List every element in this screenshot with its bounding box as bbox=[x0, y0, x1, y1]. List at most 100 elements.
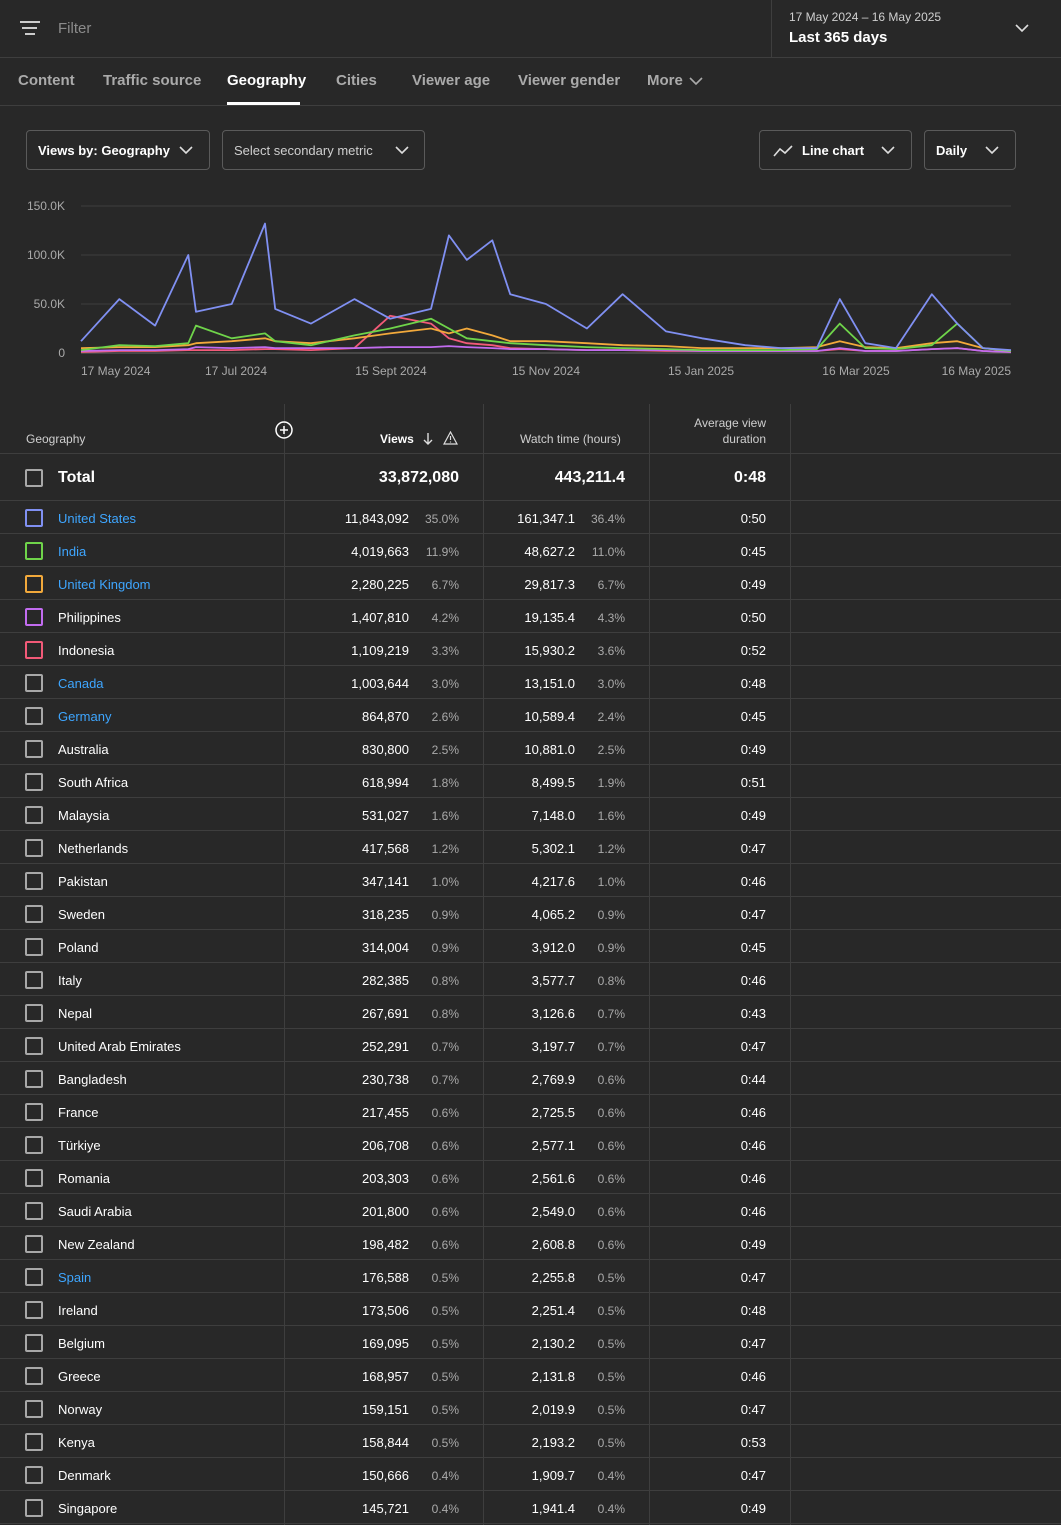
row-checkbox[interactable] bbox=[25, 1367, 43, 1385]
country-name[interactable]: Denmark bbox=[58, 1468, 111, 1483]
row-checkbox[interactable] bbox=[25, 872, 43, 890]
views-percent: 0.5% bbox=[431, 1403, 459, 1417]
date-range-selector[interactable]: 17 May 2024 – 16 May 2025 Last 365 days bbox=[771, 0, 1061, 57]
tab-viewer-gender[interactable]: Viewer gender bbox=[518, 72, 621, 89]
watch-time-header[interactable]: Watch time (hours) bbox=[520, 432, 621, 446]
row-checkbox[interactable] bbox=[25, 1433, 43, 1451]
row-checkbox[interactable] bbox=[25, 1334, 43, 1352]
country-name[interactable]: Italy bbox=[58, 973, 82, 988]
country-name[interactable]: Germany bbox=[58, 709, 112, 724]
tab-content[interactable]: Content bbox=[18, 72, 75, 89]
country-name[interactable]: Norway bbox=[58, 1402, 103, 1417]
secondary-metric-dropdown[interactable]: Select secondary metric bbox=[222, 130, 425, 170]
row-checkbox[interactable] bbox=[25, 575, 43, 593]
tab-traffic-source[interactable]: Traffic source bbox=[103, 72, 202, 89]
row-checkbox[interactable] bbox=[25, 1037, 43, 1055]
row-checkbox[interactable] bbox=[25, 1136, 43, 1154]
watch-time-value: 4,217.6 bbox=[531, 874, 575, 889]
country-name[interactable]: Canada bbox=[58, 676, 104, 691]
country-name[interactable]: United Arab Emirates bbox=[58, 1039, 181, 1054]
country-name[interactable]: Philippines bbox=[58, 610, 121, 625]
watch-time-value: 1,941.4 bbox=[531, 1501, 575, 1516]
views-percent: 35.0% bbox=[424, 512, 459, 526]
watch-time-value: 10,589.4 bbox=[524, 709, 575, 724]
country-name[interactable]: Nepal bbox=[58, 1006, 92, 1021]
primary-metric-dropdown[interactable]: Views by: Geography bbox=[26, 130, 210, 170]
avd-header-line1[interactable]: Average view bbox=[694, 416, 766, 430]
country-name[interactable]: Belgium bbox=[58, 1336, 105, 1351]
country-name[interactable]: Kenya bbox=[58, 1435, 95, 1450]
watch-time-percent: 0.5% bbox=[597, 1304, 625, 1318]
country-name[interactable]: Sweden bbox=[58, 907, 105, 922]
country-name[interactable]: Australia bbox=[58, 742, 109, 757]
row-checkbox[interactable] bbox=[25, 1169, 43, 1187]
watch-time-value: 3,577.7 bbox=[531, 973, 575, 988]
country-name[interactable]: Pakistan bbox=[58, 874, 108, 889]
tab-viewer-age[interactable]: Viewer age bbox=[412, 72, 491, 89]
row-checkbox[interactable] bbox=[25, 1268, 43, 1286]
row-checkbox[interactable] bbox=[25, 1202, 43, 1220]
row-checkbox[interactable] bbox=[25, 1466, 43, 1484]
country-name[interactable]: United States bbox=[58, 511, 137, 526]
watch-time-percent: 2.4% bbox=[597, 710, 625, 724]
country-name[interactable]: Türkiye bbox=[58, 1138, 101, 1153]
country-name[interactable]: Ireland bbox=[58, 1303, 98, 1318]
row-checkbox[interactable] bbox=[25, 839, 43, 857]
row-checkbox[interactable] bbox=[25, 971, 43, 989]
add-column-icon[interactable] bbox=[275, 421, 293, 439]
warning-icon[interactable] bbox=[443, 431, 458, 445]
row-checkbox[interactable] bbox=[25, 509, 43, 527]
country-name[interactable]: Spain bbox=[58, 1270, 92, 1285]
row-checkbox[interactable] bbox=[25, 806, 43, 824]
row-checkbox[interactable] bbox=[25, 905, 43, 923]
row-checkbox[interactable] bbox=[25, 1070, 43, 1088]
row-checkbox[interactable] bbox=[25, 674, 43, 692]
country-name[interactable]: Malaysia bbox=[58, 808, 110, 823]
row-checkbox[interactable] bbox=[25, 1301, 43, 1319]
row-checkbox[interactable] bbox=[25, 1235, 43, 1253]
row-checkbox[interactable] bbox=[25, 641, 43, 659]
country-name[interactable]: Singapore bbox=[58, 1501, 118, 1516]
watch-time-value: 2,549.0 bbox=[531, 1204, 575, 1219]
avd-value: 0:48 bbox=[740, 1303, 766, 1318]
country-name[interactable]: France bbox=[58, 1105, 99, 1120]
country-name[interactable]: Romania bbox=[58, 1171, 111, 1186]
row-checkbox[interactable] bbox=[25, 1499, 43, 1517]
row-checkbox[interactable] bbox=[25, 608, 43, 626]
filter-input[interactable]: Filter bbox=[58, 20, 92, 37]
row-checkbox[interactable] bbox=[25, 542, 43, 560]
tab-cities[interactable]: Cities bbox=[336, 72, 377, 89]
filter-icon[interactable] bbox=[20, 20, 40, 36]
views-value: 347,141 bbox=[362, 874, 409, 889]
views-line-chart[interactable]: 150.0K 100.0K 50.0K 0 17 May 2024 17 Jul 2024… bbox=[0, 190, 1061, 390]
country-name[interactable]: Saudi Arabia bbox=[58, 1204, 132, 1219]
row-checkbox[interactable] bbox=[25, 1004, 43, 1022]
views-value: 203,303 bbox=[362, 1171, 409, 1186]
views-percent: 1.2% bbox=[431, 842, 459, 856]
country-name[interactable]: Bangladesh bbox=[58, 1072, 127, 1087]
tab-more[interactable]: More bbox=[647, 72, 703, 89]
country-name[interactable]: United Kingdom bbox=[58, 577, 151, 592]
row-checkbox[interactable] bbox=[25, 773, 43, 791]
row-checkbox[interactable] bbox=[25, 740, 43, 758]
row-checkbox[interactable] bbox=[25, 938, 43, 956]
country-name[interactable]: Poland bbox=[58, 940, 99, 955]
row-checkbox[interactable] bbox=[25, 1400, 43, 1418]
country-name[interactable]: India bbox=[58, 544, 87, 559]
country-name[interactable]: Greece bbox=[58, 1369, 101, 1384]
country-name[interactable]: Netherlands bbox=[58, 841, 129, 856]
country-name[interactable]: New Zealand bbox=[58, 1237, 135, 1252]
country-name[interactable]: South Africa bbox=[58, 775, 129, 790]
avd-value: 0:51 bbox=[740, 775, 766, 790]
watch-time-percent: 0.4% bbox=[597, 1469, 625, 1483]
total-checkbox[interactable] bbox=[25, 469, 43, 487]
tab-geography[interactable]: Geography bbox=[227, 72, 307, 89]
views-percent: 0.6% bbox=[431, 1238, 459, 1252]
views-header[interactable]: Views bbox=[380, 432, 414, 446]
row-checkbox[interactable] bbox=[25, 707, 43, 725]
avd-header-line2[interactable]: duration bbox=[722, 432, 766, 446]
interval-dropdown[interactable]: Daily bbox=[924, 130, 1016, 170]
chart-type-dropdown[interactable]: Line chart bbox=[759, 130, 912, 170]
row-checkbox[interactable] bbox=[25, 1103, 43, 1121]
country-name[interactable]: Indonesia bbox=[58, 643, 115, 658]
